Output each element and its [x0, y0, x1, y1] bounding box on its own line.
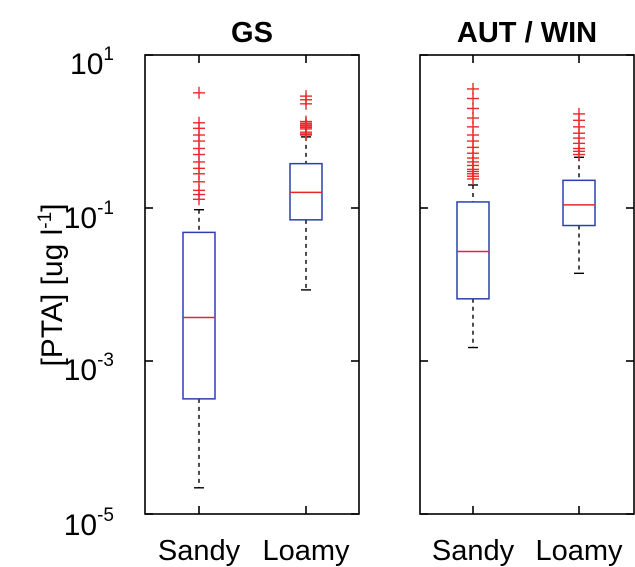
y-tick-label-1e-5: 10-5	[64, 505, 114, 542]
outlier-marker	[193, 86, 205, 99]
y-tick-exponent: -1	[97, 198, 114, 219]
panel-plot-area	[144, 54, 360, 515]
interquartile-box	[562, 179, 596, 227]
y-tick-label-1e-1: 10-1	[64, 198, 114, 235]
box-sandy	[182, 86, 216, 489]
box-loamy	[289, 90, 323, 291]
y-tick-exponent: -3	[97, 350, 114, 371]
outlier-marker	[300, 129, 312, 142]
panel-gs: GS Sandy Loamy	[144, 17, 360, 567]
y-axis-label-superscript: -1	[35, 212, 56, 229]
y-tick-exponent: 1	[103, 44, 114, 65]
y-axis-label-text: [PTA] [ug l	[36, 229, 69, 367]
outlier-marker	[193, 193, 205, 206]
y-tick-exponent: -5	[97, 505, 114, 526]
outlier-marker	[573, 148, 585, 161]
box-sandy	[456, 82, 490, 349]
panel-aut-win: AUT / WIN Sandy Loamy	[419, 17, 635, 567]
y-axis-label: [PTA] [ug l-1]	[35, 203, 69, 366]
outlier-marker	[467, 172, 479, 185]
y-tick-label-1e1: 101	[70, 44, 114, 81]
category-label-sandy: Sandy	[432, 535, 515, 567]
panel-frame	[419, 54, 635, 515]
panel-title-gs: GS	[231, 17, 273, 49]
y-tick-labels: 101 10-1 10-3 10-5	[64, 44, 114, 542]
y-tick-base: 10	[64, 509, 97, 542]
panel-plot-area	[419, 54, 635, 515]
interquartile-box	[456, 201, 490, 300]
outlier-marker	[300, 97, 312, 110]
category-label-sandy: Sandy	[158, 535, 241, 567]
y-tick-base: 10	[64, 202, 97, 235]
panel-frame	[144, 54, 360, 515]
y-tick-base: 10	[70, 48, 103, 81]
box-loamy	[562, 107, 596, 275]
category-label-loamy: Loamy	[262, 535, 350, 567]
svg-text:[PTA] [ug l-1]: [PTA] [ug l-1]	[35, 203, 69, 366]
category-label-loamy: Loamy	[535, 535, 623, 567]
y-tick-base: 10	[64, 354, 97, 387]
y-tick-label-1e-3: 10-3	[64, 350, 114, 387]
y-axis-label-suffix: ]	[36, 203, 69, 211]
interquartile-box	[182, 231, 216, 400]
panel-title-aut-win: AUT / WIN	[457, 17, 597, 49]
